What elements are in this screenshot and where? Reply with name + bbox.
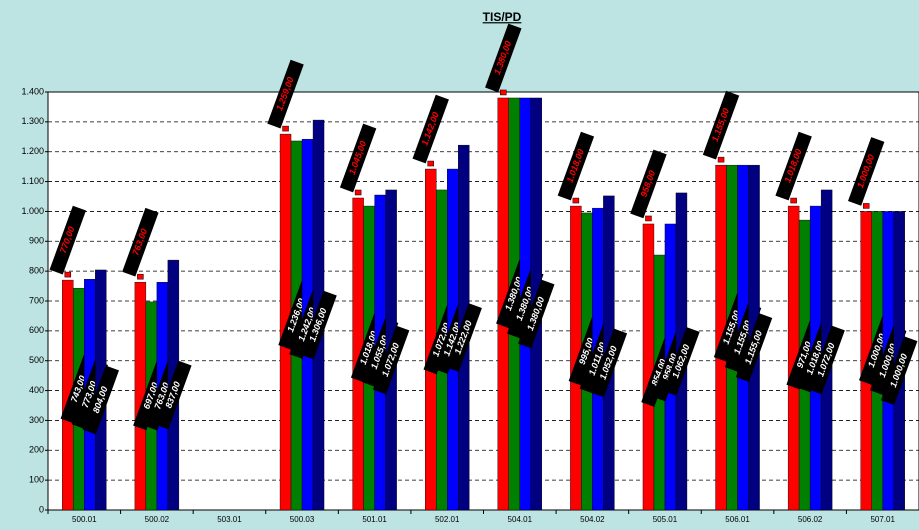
y-tick-label: 0: [39, 504, 44, 514]
data-label-box: [445, 303, 482, 372]
data-label-box: [518, 279, 555, 349]
data-label-marker: [572, 197, 580, 204]
x-tick-label: 501.01: [362, 515, 387, 524]
data-label-marker: [354, 189, 362, 196]
x-tick-label: 503.01: [217, 515, 242, 524]
bar: [642, 223, 655, 511]
y-tick-label: 200: [29, 445, 44, 455]
data-label-box: [590, 328, 628, 398]
data-label-marker: [500, 89, 507, 96]
data-label-box: [412, 94, 449, 164]
x-tick-label: 504.01: [508, 515, 533, 524]
y-tick-label: 900: [29, 236, 44, 246]
data-label-marker: [64, 271, 72, 278]
x-tick-label: 506.02: [798, 515, 823, 524]
data-label-marker: [862, 203, 870, 209]
data-label-box: [557, 131, 595, 201]
data-label-box: [49, 205, 86, 275]
y-tick-label: 400: [29, 385, 44, 395]
x-tick-label: 500.01: [72, 515, 97, 524]
data-label-box: [122, 207, 159, 277]
x-tick-label: 507.01: [870, 515, 895, 524]
data-label-box: [372, 325, 410, 395]
y-tick-label: 700: [29, 295, 44, 305]
y-tick-label: 500: [29, 355, 44, 365]
data-label-box: [775, 131, 812, 201]
data-label-box: [848, 137, 885, 206]
y-tick-label: 300: [29, 415, 44, 425]
data-label-box: [339, 123, 377, 193]
x-tick-label: 506.01: [725, 515, 750, 524]
data-label-box: [663, 327, 700, 396]
x-tick-label: 505.01: [653, 515, 678, 524]
y-tick-label: 1.100: [21, 176, 44, 186]
y-tick-label: 600: [29, 325, 44, 335]
x-tick-label: 502.01: [435, 515, 460, 524]
x-tick-label: 500.03: [290, 515, 315, 524]
data-label-marker: [427, 160, 434, 167]
data-label-box: [155, 360, 192, 430]
data-label-box: [267, 59, 304, 129]
data-label-box: [702, 90, 740, 160]
data-label-marker: [282, 125, 289, 132]
data-label-box: [485, 23, 522, 93]
x-tick-label: 504.02: [580, 515, 605, 524]
y-tick-label: 1.000: [21, 206, 44, 216]
y-tick-label: 100: [29, 475, 44, 485]
y-tick-label: 800: [29, 266, 44, 276]
data-label-box: [881, 336, 918, 406]
data-label-box: [300, 290, 337, 360]
data-label-box: [630, 149, 667, 219]
y-tick-label: 1.400: [21, 86, 44, 96]
data-label-box: [82, 365, 119, 435]
data-label-marker: [645, 215, 652, 222]
data-label-marker: [790, 197, 797, 204]
y-tick-label: 1.300: [21, 116, 44, 126]
data-label-marker: [137, 273, 144, 280]
data-label-marker: [717, 156, 725, 163]
data-label-box: [735, 313, 773, 382]
y-tick-label: 1.200: [21, 146, 44, 156]
data-label-box: [808, 325, 845, 395]
chart-title: TIS/PD: [483, 10, 522, 24]
x-tick-label: 500.02: [145, 515, 170, 524]
